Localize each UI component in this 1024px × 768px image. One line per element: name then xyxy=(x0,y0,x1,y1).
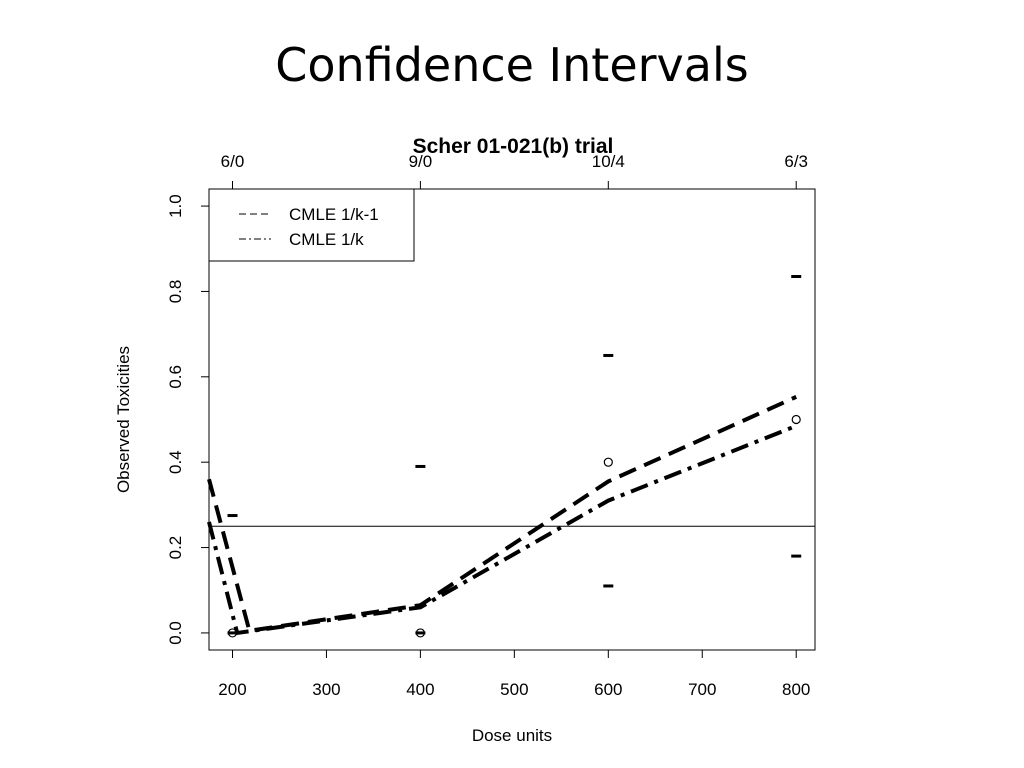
legend-box xyxy=(208,188,415,262)
y-tick-label: 0.6 xyxy=(166,365,185,389)
observed-point xyxy=(415,628,425,638)
x-tick-label: 800 xyxy=(782,680,810,699)
plot-frame xyxy=(208,188,816,651)
y-tick-label: 0.0 xyxy=(166,621,185,645)
y-tick-label: 0.4 xyxy=(166,450,185,474)
y-tick-label: 0.2 xyxy=(166,536,185,560)
legend: CMLE 1/k-1 CMLE 1/k xyxy=(208,188,415,262)
x-tick-label: 500 xyxy=(500,680,528,699)
slide-title: Confidence Intervals xyxy=(275,38,749,92)
legend-label: CMLE 1/k xyxy=(289,230,364,249)
x-tick-label: 200 xyxy=(218,680,246,699)
top-tick-label: 9/0 xyxy=(409,152,433,171)
legend-label: CMLE 1/k-1 xyxy=(289,205,379,224)
series-line-2 xyxy=(207,424,797,636)
x-axis-label: Dose units xyxy=(472,726,552,745)
observed-point xyxy=(603,457,613,467)
top-tick-label: 10/4 xyxy=(592,152,625,171)
observed-point xyxy=(227,628,238,638)
y-axis-label: Observed Toxicities xyxy=(114,346,133,493)
observed-point xyxy=(791,414,801,425)
y-tick-label: 1.0 xyxy=(166,194,185,218)
top-tick-label: 6/0 xyxy=(221,152,245,171)
y-tick-label: 0.8 xyxy=(166,280,185,304)
x-tick-label: 300 xyxy=(312,680,340,699)
x-tick-label: 400 xyxy=(406,680,434,699)
series-line-1 xyxy=(207,395,798,634)
top-tick-label: 6/3 xyxy=(784,152,808,171)
x-tick-label: 700 xyxy=(688,680,716,699)
chart-title: Scher 01-021(b) trial xyxy=(413,135,614,158)
x-tick-label: 600 xyxy=(594,680,622,699)
